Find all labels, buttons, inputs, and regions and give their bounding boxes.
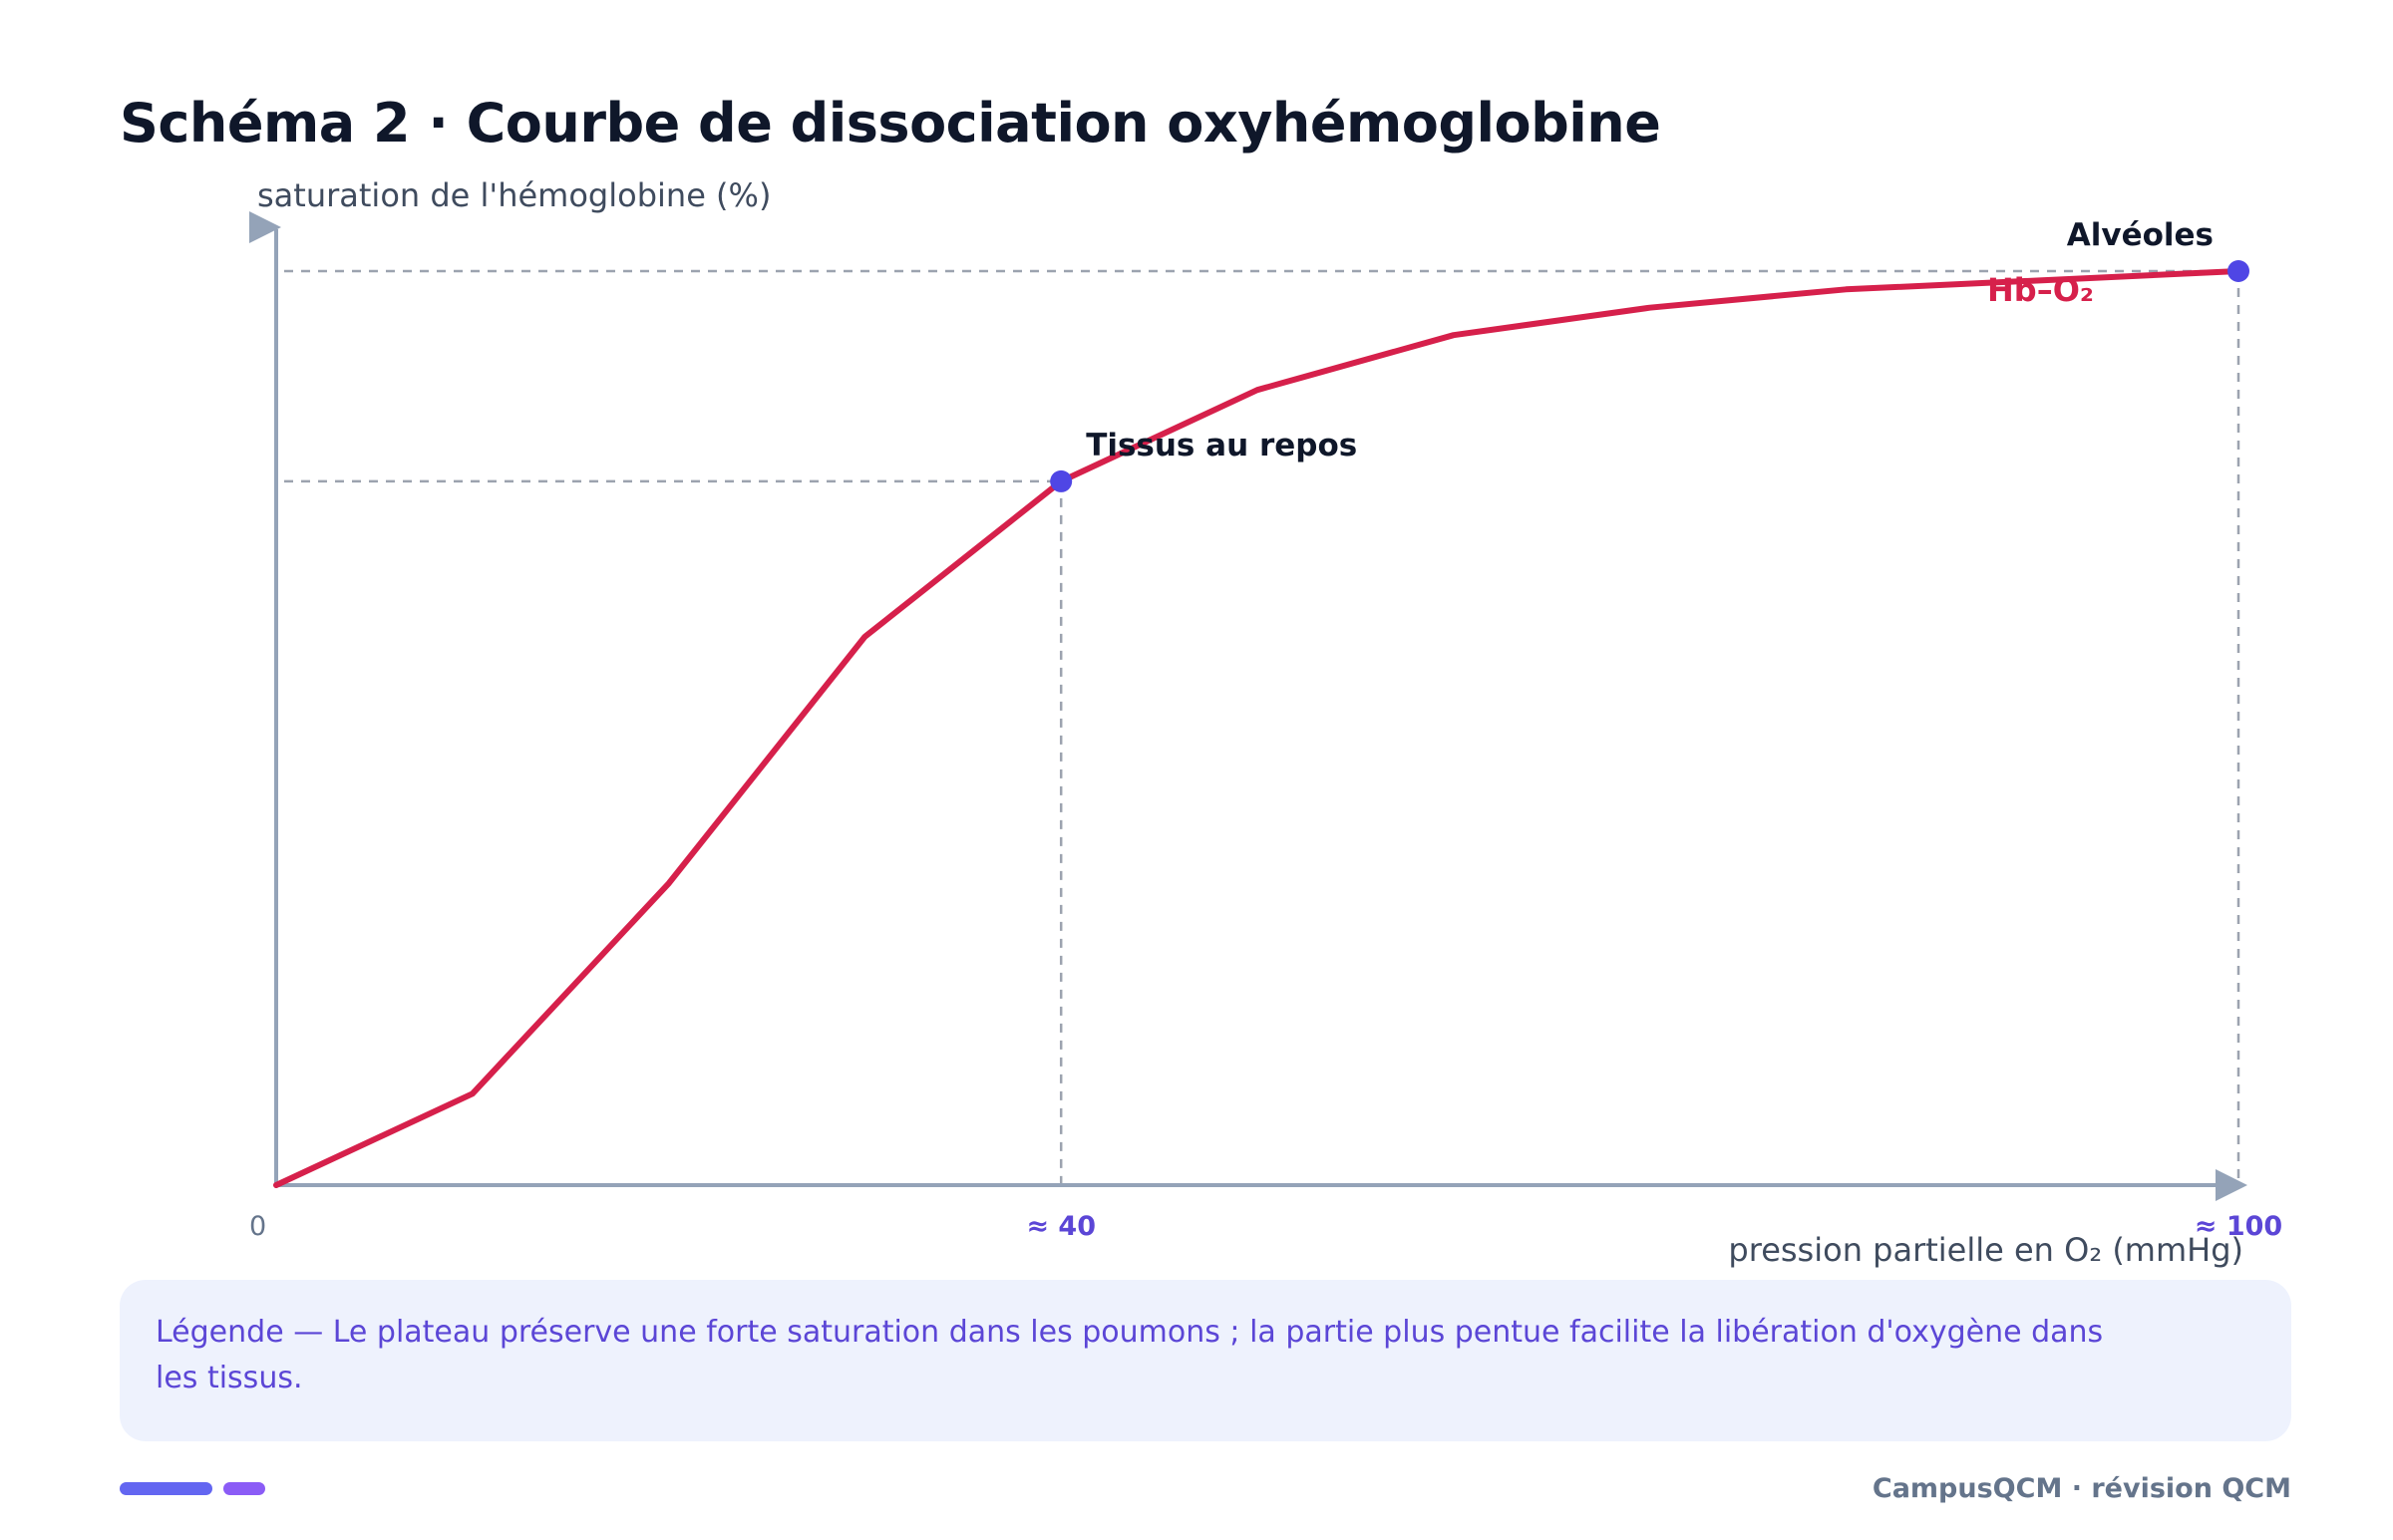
- page-title: Schéma 2 · Courbe de dissociation oxyhém…: [120, 92, 1661, 154]
- annotation-label: Alvéoles: [2067, 217, 2214, 253]
- series-label: Hb–O₂: [1987, 271, 2094, 309]
- axes: [249, 211, 2247, 1201]
- footer-brand: CampusQCM · révision QCM: [1872, 1473, 2291, 1504]
- legend-box: Légende — Le plateau préserve une forte …: [120, 1280, 2291, 1441]
- oxyhemoglobin-chart: saturation de l'hémoglobine (%) pression…: [249, 176, 2282, 1269]
- x-tick-label: 0: [249, 1211, 266, 1242]
- annotation-label: Tissus au repos: [1086, 428, 1357, 463]
- decor-pill-secondary: [223, 1482, 265, 1495]
- series-line-hb-o2: [273, 268, 2241, 1188]
- y-axis-label: saturation de l'hémoglobine (%): [257, 176, 771, 214]
- guide-lines: [284, 269, 2240, 1185]
- annotation-point: [1050, 469, 1073, 492]
- x-axis-label: pression partielle en O₂ (mmHg): [1728, 1231, 2243, 1269]
- x-tick-label: ≈ 100: [2195, 1211, 2282, 1242]
- decor-pill-primary: [120, 1482, 212, 1495]
- x-tick-label: ≈ 40: [1026, 1211, 1096, 1242]
- y-axis-arrow: [249, 211, 281, 243]
- legend-text: Légende — Le plateau préserve une forte …: [156, 1315, 2104, 1395]
- annotation-points: Tissus au repos Alvéoles: [1050, 217, 2249, 492]
- annotation-point: [2227, 260, 2249, 282]
- x-ticks: 0 ≈ 40 ≈ 100: [249, 1211, 2282, 1242]
- x-axis-arrow: [2216, 1169, 2247, 1201]
